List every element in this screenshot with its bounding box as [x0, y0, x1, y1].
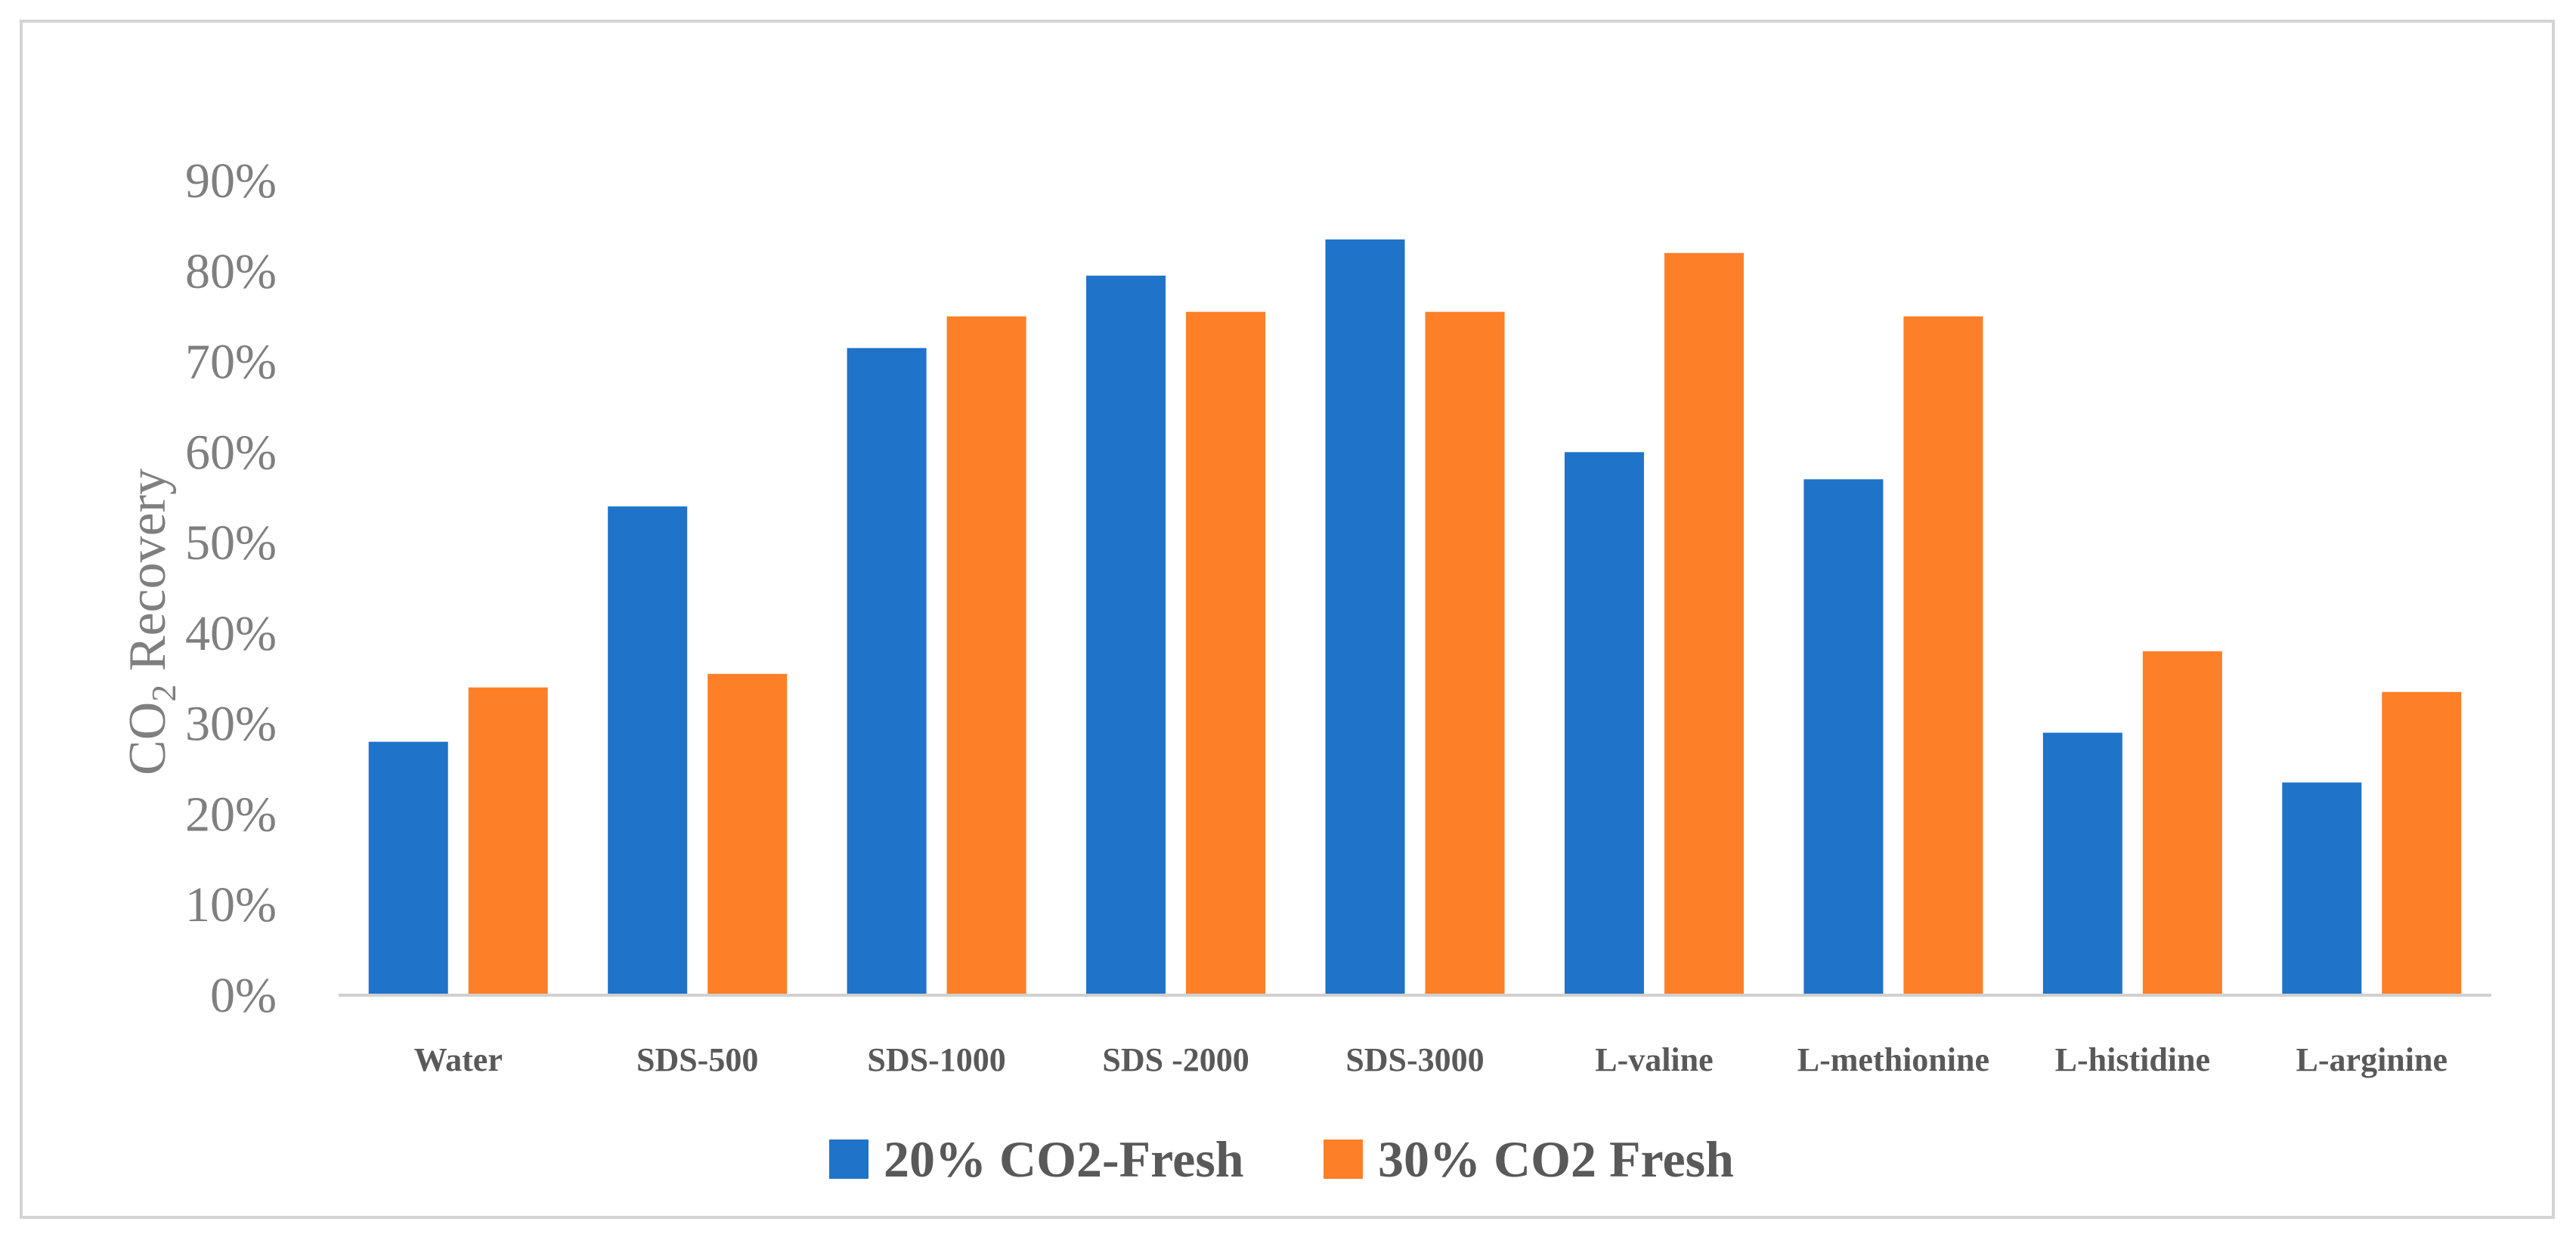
y-tick-label: 90% — [185, 153, 277, 209]
bar-series2 — [1425, 311, 1505, 996]
bar-series1 — [1804, 479, 1884, 995]
legend-swatch — [829, 1140, 868, 1179]
x-tick-label: L-histidine — [2055, 1041, 2210, 1078]
bar-series2 — [2382, 691, 2462, 995]
x-tick-label: Water — [414, 1041, 503, 1078]
bar-series1 — [1325, 239, 1405, 995]
x-tick-label: SDS -2000 — [1102, 1041, 1249, 1078]
x-tick-label: SDS-3000 — [1345, 1041, 1484, 1078]
x-tick-label: SDS-500 — [636, 1041, 758, 1078]
legend-label: 20% CO2-Fresh — [884, 1130, 1244, 1188]
x-tick-label: L-methionine — [1797, 1041, 1989, 1078]
y-tick-label: 10% — [185, 877, 277, 932]
category-labels: Water SDS-500 SDS-1000 SDS -2000 SDS-3000 L-v… — [414, 1041, 2448, 1078]
bar-series1 — [2042, 732, 2122, 995]
bar-series2 — [1664, 252, 1744, 995]
x-tick-label: L-arginine — [2296, 1041, 2448, 1078]
legend-label: 30% CO2 Fresh — [1378, 1130, 1734, 1188]
bar-series1 — [847, 348, 927, 996]
y-axis-ticks: 0% 10% 20% 30% 40% 50% 60% 70% 80% 90% — [185, 153, 277, 1023]
legend: 20% CO2-Fresh 30% CO2 Fresh — [829, 1130, 1734, 1188]
bars — [368, 239, 2462, 996]
x-tick-label: SDS-1000 — [867, 1041, 1005, 1078]
bar-series1 — [368, 741, 448, 995]
bar-chart: 0% 10% 20% 30% 40% 50% 60% 70% 80% 90% CO2 Recove… — [119, 153, 2491, 1188]
bar-series2 — [1903, 316, 1983, 996]
y-tick-label: 50% — [185, 515, 277, 571]
x-tick-label: L-valine — [1595, 1041, 1713, 1078]
bar-series1 — [1086, 275, 1166, 995]
bar-series2 — [1186, 311, 1266, 996]
y-tick-label: 60% — [185, 425, 277, 480]
legend-swatch — [1324, 1140, 1363, 1179]
bar-series2 — [707, 673, 788, 995]
bar-series1 — [1564, 452, 1644, 995]
y-tick-label: 20% — [185, 787, 277, 842]
bar-series1 — [608, 506, 688, 995]
y-tick-label: 0% — [210, 968, 277, 1023]
y-axis-label: CO2 Recovery — [119, 468, 183, 775]
bar-series2 — [468, 687, 548, 995]
chart-frame: 0% 10% 20% 30% 40% 50% 60% 70% 80% 90% CO2 Recove… — [20, 20, 2555, 1219]
bar-series2 — [946, 316, 1026, 996]
y-tick-label: 80% — [185, 244, 277, 299]
bar-series2 — [2142, 651, 2222, 995]
y-tick-label: 40% — [185, 606, 277, 661]
bar-series1 — [2282, 782, 2362, 995]
y-tick-label: 70% — [185, 335, 277, 390]
y-tick-label: 30% — [185, 697, 277, 752]
